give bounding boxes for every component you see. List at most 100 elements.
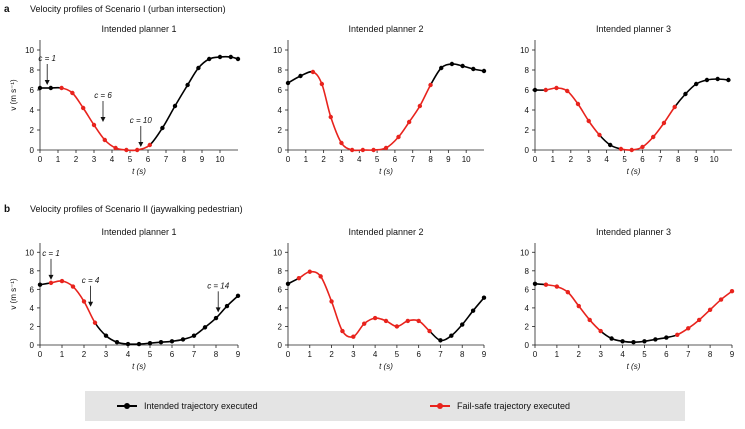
intended-point — [158, 340, 164, 345]
failsafe-point — [565, 289, 571, 295]
x-tick-label: 6 — [416, 350, 421, 359]
x-axis-label: t (s) — [132, 362, 146, 371]
x-axis-label: t (s) — [132, 167, 146, 176]
x-tick-label: 2 — [329, 350, 334, 359]
x-tick-label: 10 — [462, 155, 471, 164]
failsafe-point — [675, 332, 680, 337]
failsafe-point — [362, 321, 367, 326]
intended-point — [471, 66, 476, 72]
x-tick-label: 3 — [339, 155, 344, 164]
y-tick-label: 2 — [525, 126, 530, 135]
failsafe-point — [707, 307, 713, 312]
x-tick-label: 8 — [214, 350, 219, 359]
failsafe-segment — [578, 305, 591, 321]
failsafe-point — [113, 145, 118, 151]
intended-point — [693, 81, 699, 87]
x-tick-label: 3 — [92, 155, 97, 164]
intended-point — [147, 340, 153, 346]
failsafe-point — [651, 134, 656, 140]
failsafe-point — [340, 328, 345, 334]
intended-point — [285, 281, 291, 286]
y-tick-label: 8 — [30, 267, 35, 276]
failsafe-point — [672, 104, 677, 110]
y-tick-label: 4 — [278, 304, 283, 313]
legend-intended-marker — [124, 403, 130, 409]
failsafe-point — [328, 114, 333, 120]
intended-point — [460, 322, 465, 327]
intended-point — [136, 341, 142, 347]
x-tick-label: 6 — [146, 155, 151, 164]
y-tick-label: 4 — [525, 304, 530, 313]
x-tick-label: 9 — [446, 155, 451, 164]
annotation-label: c = 10 — [130, 116, 153, 125]
legend-failsafe-label: Fail-safe trajectory executed — [457, 401, 570, 411]
failsafe-segment — [321, 83, 332, 118]
annotation-arrowhead — [44, 80, 50, 85]
y-tick-label: 6 — [278, 285, 283, 294]
chart-3: 0 1 2 3 4 5 6 7 8 9 10 0 2 4 6 8 10 Intended planner 3 t (… — [520, 24, 732, 176]
failsafe-segment — [71, 92, 84, 109]
failsafe-point — [310, 69, 316, 75]
legend-intended-label: Intended trajectory executed — [144, 401, 258, 411]
x-tick-label: 4 — [110, 155, 115, 164]
failsafe-point — [329, 299, 334, 304]
failsafe-segment — [408, 105, 421, 123]
failsafe-point — [351, 334, 356, 339]
y-tick-label: 2 — [525, 322, 530, 331]
failsafe-point — [81, 105, 86, 111]
failsafe-point — [543, 282, 549, 287]
failsafe-segment — [83, 301, 96, 324]
intended-point — [224, 303, 230, 309]
x-tick-label: 0 — [38, 155, 43, 164]
y-tick-label: 4 — [278, 106, 283, 115]
y-tick-label: 8 — [525, 267, 530, 276]
annotation-arrowhead — [88, 301, 94, 307]
failsafe-segment — [72, 285, 85, 302]
intended-point — [664, 335, 669, 340]
failsafe-point — [576, 303, 581, 309]
failsafe-point — [543, 87, 548, 93]
y-tick-label: 4 — [30, 106, 35, 115]
x-tick-label: 4 — [126, 350, 131, 359]
intended-point — [683, 91, 688, 97]
x-tick-label: 4 — [604, 155, 609, 164]
intended-point — [48, 85, 53, 91]
x-tick-label: 8 — [428, 155, 433, 164]
failsafe-segment — [385, 136, 400, 149]
failsafe-point — [405, 318, 410, 324]
x-tick-label: 2 — [74, 155, 79, 164]
intended-segment — [429, 67, 442, 86]
failsafe-point — [307, 269, 312, 274]
failsafe-point — [696, 317, 702, 323]
failsafe-point — [586, 118, 591, 124]
failsafe-point — [383, 318, 389, 324]
x-tick-label: 8 — [182, 155, 187, 164]
intended-segment — [598, 134, 611, 146]
x-tick-label: 3 — [587, 155, 592, 164]
annotation-arrowhead — [138, 142, 144, 147]
x-tick-label: 8 — [708, 350, 713, 359]
y-tick-label: 0 — [278, 341, 283, 350]
failsafe-segment — [418, 320, 431, 332]
failsafe-point — [661, 120, 667, 126]
failsafe-point — [394, 324, 400, 329]
failsafe-point — [135, 147, 140, 153]
x-tick-label: 9 — [694, 155, 699, 164]
chart-title: Intended planner 2 — [348, 227, 423, 237]
failsafe-point — [81, 299, 87, 304]
x-tick-label: 2 — [82, 350, 87, 359]
x-tick-label: 5 — [148, 350, 153, 359]
y-tick-label: 0 — [30, 341, 35, 350]
annotation-label: c = 1 — [38, 54, 56, 63]
x-tick-label: 5 — [642, 350, 647, 359]
intended-point — [532, 87, 538, 93]
failsafe-segment — [663, 106, 676, 124]
intended-point — [631, 340, 636, 345]
y-axis-label: v (m s⁻¹) — [9, 278, 18, 310]
failsafe-point — [416, 318, 421, 324]
x-tick-label: 3 — [104, 350, 109, 359]
x-tick-label: 6 — [640, 155, 645, 164]
intended-point — [235, 56, 241, 62]
intended-point — [481, 68, 487, 74]
